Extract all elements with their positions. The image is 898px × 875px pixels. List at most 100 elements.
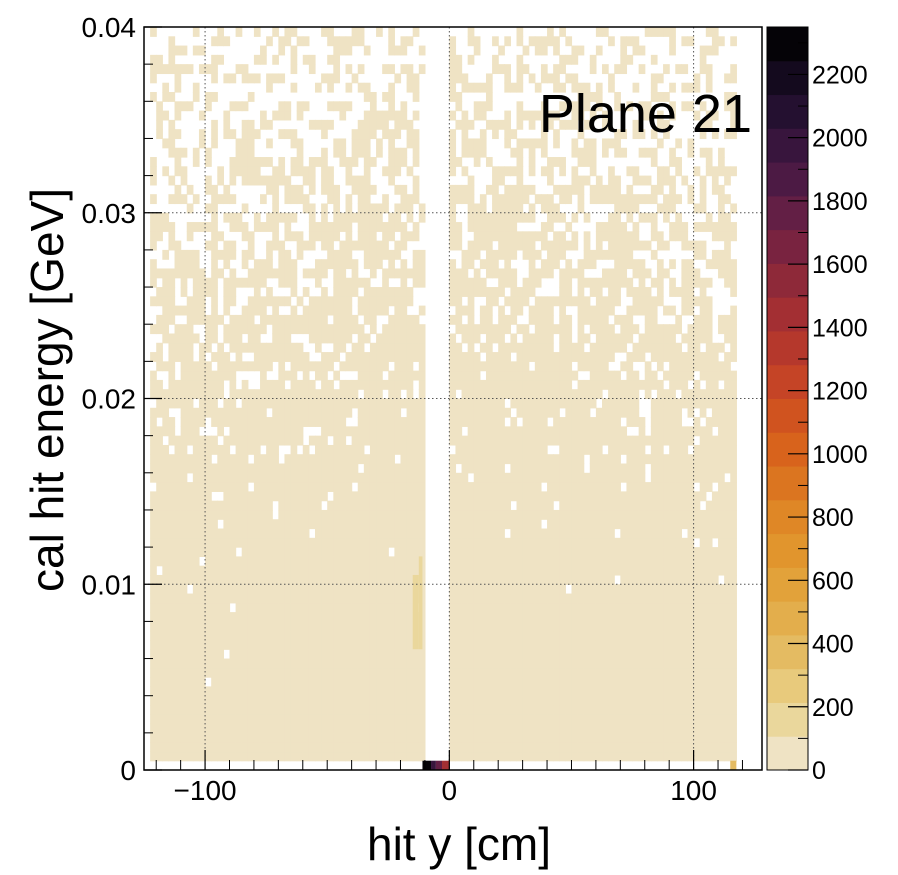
heatmap-cell xyxy=(278,212,286,223)
heatmap-cell xyxy=(229,658,237,669)
heatmap-cell xyxy=(382,751,389,762)
heatmap-cell xyxy=(626,184,634,195)
heatmap-cell xyxy=(278,417,286,427)
heatmap-cell xyxy=(296,184,304,195)
heatmap-cell xyxy=(278,296,286,307)
heatmap-cell xyxy=(357,129,365,140)
heatmap-cell xyxy=(461,714,469,725)
heatmap-cell xyxy=(669,658,676,669)
heatmap-cell xyxy=(394,482,402,492)
heatmap-cell xyxy=(363,194,371,205)
heatmap-cell xyxy=(400,491,408,502)
heatmap-cell xyxy=(547,630,554,641)
heatmap-cell xyxy=(223,658,231,669)
heatmap-cell xyxy=(644,305,652,316)
heatmap-cell xyxy=(614,602,621,613)
heatmap-cell xyxy=(302,714,310,725)
heatmap-cell xyxy=(308,333,316,344)
heatmap-cell xyxy=(150,742,157,753)
heatmap-cell xyxy=(186,435,194,446)
heatmap-cell xyxy=(412,444,420,455)
heatmap-cell xyxy=(455,714,463,725)
heatmap-cell xyxy=(565,259,573,270)
heatmap-cell xyxy=(302,621,310,632)
heatmap-cell xyxy=(253,268,261,279)
heatmap-cell xyxy=(351,240,359,251)
heatmap-cell xyxy=(253,435,261,446)
heatmap-cell xyxy=(522,500,530,511)
heatmap-cell xyxy=(241,444,249,455)
heatmap-cell xyxy=(284,370,292,381)
heatmap-cell xyxy=(186,565,194,576)
heatmap-cell xyxy=(198,723,206,734)
heatmap-cell xyxy=(540,491,548,502)
heatmap-cell xyxy=(406,370,414,381)
heatmap-cell xyxy=(406,194,414,205)
heatmap-cell xyxy=(211,287,218,297)
heatmap-cell xyxy=(198,398,206,409)
heatmap-cell xyxy=(150,732,157,743)
heatmap-cell xyxy=(150,240,157,251)
heatmap-cell xyxy=(504,658,512,669)
heatmap-cell xyxy=(339,695,347,706)
heatmap-cell xyxy=(540,147,548,158)
heatmap-cell xyxy=(510,519,518,530)
heatmap-cell xyxy=(272,528,279,539)
heatmap-cell xyxy=(260,407,267,418)
heatmap-cell xyxy=(504,184,512,195)
heatmap-cell xyxy=(339,222,347,232)
heatmap-cell xyxy=(186,259,194,270)
heatmap-cell xyxy=(559,751,566,762)
heatmap-cell xyxy=(327,444,334,455)
heatmap-cell xyxy=(333,593,341,604)
heatmap-cell xyxy=(565,751,573,762)
heatmap-cell xyxy=(351,528,359,539)
heatmap-cell xyxy=(565,639,573,650)
heatmap-cell xyxy=(412,426,420,437)
heatmap-cell xyxy=(260,602,267,613)
heatmap-cell xyxy=(253,222,261,232)
heatmap-cell xyxy=(589,166,597,177)
heatmap-cell xyxy=(369,417,377,427)
heatmap-cell xyxy=(162,742,170,753)
heatmap-cell xyxy=(516,119,524,130)
heatmap-cell xyxy=(156,379,163,390)
heatmap-cell xyxy=(278,352,286,362)
heatmap-cell xyxy=(540,352,548,362)
heatmap-cell xyxy=(632,379,640,390)
heatmap-cell xyxy=(595,342,603,353)
heatmap-cell xyxy=(583,352,591,362)
heatmap-cell xyxy=(614,593,621,604)
heatmap-cell xyxy=(583,704,591,715)
heatmap-cell xyxy=(339,602,347,613)
heatmap-cell xyxy=(510,82,518,93)
heatmap-cell xyxy=(314,231,322,242)
heatmap-cell xyxy=(235,417,243,427)
heatmap-cell xyxy=(595,509,603,520)
heatmap-cell xyxy=(553,82,560,93)
heatmap-cell xyxy=(571,537,579,548)
heatmap-cell xyxy=(644,565,652,576)
heatmap-cell xyxy=(363,723,371,734)
heatmap-cell xyxy=(608,435,615,446)
heatmap-cell xyxy=(369,454,377,465)
heatmap-cell xyxy=(394,147,402,158)
heatmap-cell xyxy=(302,528,310,539)
heatmap-cell xyxy=(589,565,597,576)
heatmap-cell xyxy=(376,407,383,418)
heatmap-cell xyxy=(278,259,286,270)
heatmap-cell xyxy=(388,574,395,585)
heatmap-cell xyxy=(278,361,286,372)
heatmap-cell xyxy=(522,742,530,753)
heatmap-cell xyxy=(278,166,286,177)
heatmap-cell xyxy=(314,686,322,697)
heatmap-cell xyxy=(339,639,347,650)
heatmap-cell xyxy=(247,175,255,186)
heatmap-cell xyxy=(150,92,157,102)
heatmap-cell xyxy=(650,27,658,37)
heatmap-cell xyxy=(339,342,347,353)
heatmap-cell xyxy=(290,491,298,502)
heatmap-cell xyxy=(211,584,218,595)
heatmap-cell xyxy=(669,500,676,511)
heatmap-cell xyxy=(449,110,457,121)
